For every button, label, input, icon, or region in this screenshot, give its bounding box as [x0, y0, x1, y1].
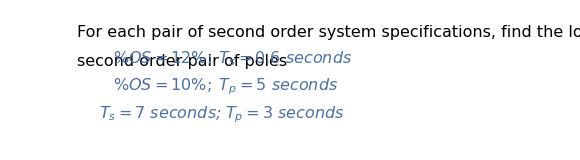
- Text: $T_s = 7$ seconds;$\;  T_p = 3$ seconds: $T_s = 7$ seconds;$\; T_p = 3$ seconds: [100, 104, 345, 125]
- Text: $\%OS = 10\%;\;  T_p = 5$ seconds: $\%OS = 10\%;\; T_p = 5$ seconds: [113, 76, 338, 97]
- Text: For each pair of second order system specifications, find the location of the: For each pair of second order system spe…: [77, 25, 580, 40]
- Text: second order pair of poles: second order pair of poles: [77, 54, 287, 69]
- Text: $\%OS = 12\%;\;  T_s = 0.6$ seconds: $\%OS = 12\%;\; T_s = 0.6$ seconds: [113, 50, 352, 68]
